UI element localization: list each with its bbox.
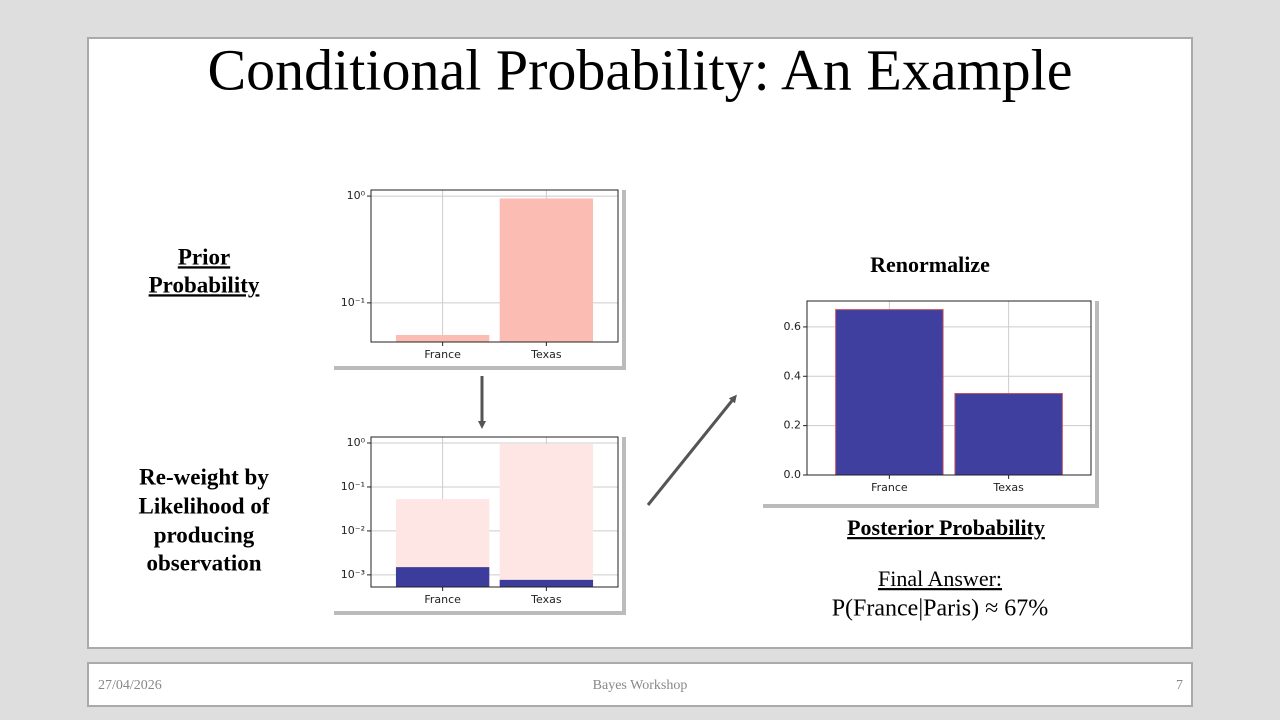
y-tick-label: 10⁻² (341, 524, 365, 537)
reweight-label: Likelihood of (138, 493, 269, 518)
x-tick-label: France (424, 348, 461, 361)
reweight-label: producing (154, 522, 255, 547)
y-tick-label: 10⁻¹ (341, 296, 365, 309)
slide-title: Conditional Probability: An Example (207, 37, 1072, 102)
y-tick-label: 10⁰ (347, 189, 366, 202)
bar (395, 567, 490, 587)
footer-title: Bayes Workshop (593, 678, 688, 693)
plot-frame (806, 300, 1092, 476)
bar (499, 198, 594, 342)
diagonal-arrow (646, 394, 737, 506)
final-answer-label: Final Answer: (878, 566, 1002, 591)
bar (835, 309, 944, 476)
y-tick-label: 0.2 (784, 419, 802, 432)
y-tick-label: 10⁻³ (341, 568, 365, 581)
prior-label: Prior (178, 244, 230, 269)
y-tick-label: 0.0 (784, 468, 802, 481)
footer-date: 27/04/2026 (98, 678, 162, 693)
y-tick-label: 10⁻¹ (341, 480, 365, 493)
bar (954, 393, 1063, 476)
x-tick-label: France (424, 593, 461, 606)
final-formula: P(France|Paris) ≈ 67% (832, 596, 1049, 622)
bar (499, 579, 594, 587)
prior-label: Probability (149, 272, 260, 297)
footer-page: 7 (1176, 678, 1183, 693)
x-tick-label: France (871, 481, 908, 494)
plot-frame (370, 189, 619, 343)
reweight-label: observation (147, 550, 262, 575)
reweight-label: Re-weight by (139, 464, 269, 489)
bar (395, 335, 490, 342)
footer-bar (87, 662, 1193, 707)
plot-frame (370, 436, 619, 588)
y-tick-label: 10⁰ (347, 436, 366, 449)
renormalize-label: Renormalize (870, 252, 990, 277)
x-tick-label: Texas (530, 348, 562, 361)
x-tick-label: Texas (992, 481, 1024, 494)
x-tick-label: Texas (530, 593, 562, 606)
y-tick-label: 0.4 (784, 369, 802, 382)
bar (499, 443, 594, 587)
y-tick-label: 0.6 (784, 320, 802, 333)
posterior-label: Posterior Probability (847, 515, 1045, 540)
